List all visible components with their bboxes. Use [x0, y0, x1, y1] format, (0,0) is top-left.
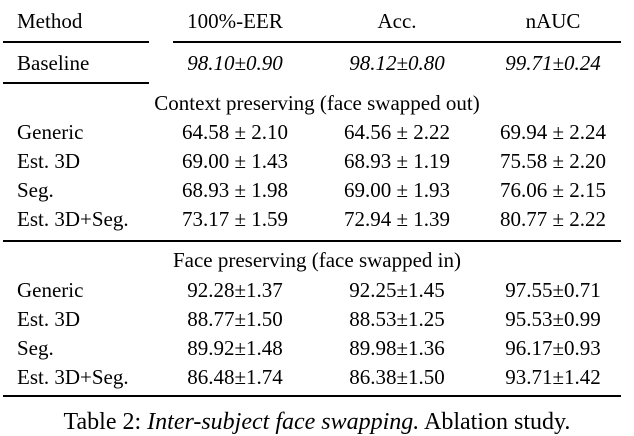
table-row-method: Seg. [17, 336, 54, 360]
table-row-nauc: 80.77 ± 2.22 [499, 207, 607, 231]
table-row-method: Est. 3D [17, 307, 80, 331]
baseline-acc: 98.12±0.80 [349, 51, 445, 75]
table-row-nauc: 93.71±1.42 [505, 365, 601, 389]
table-row-eer: 89.92±1.48 [187, 336, 283, 360]
table-row-method: Est. 3D [17, 149, 80, 173]
table-row-acc: 72.94 ± 1.39 [343, 207, 451, 231]
caption-prefix: Table 2: [63, 409, 148, 435]
table-row-nauc: 69.94 ± 2.24 [499, 120, 607, 144]
table-row-nauc: 95.53±0.99 [505, 307, 601, 331]
table-row-acc: 88.53±1.25 [349, 307, 445, 331]
table-row-method: Est. 3D+Seg. [17, 207, 129, 231]
baseline-eer: 98.10±0.90 [187, 51, 283, 75]
baseline-method: Baseline [17, 51, 90, 75]
bottom-rule [3, 395, 621, 397]
header-method: Method [17, 9, 83, 33]
table-row-method: Generic [17, 278, 84, 302]
baseline-nauc: 99.71±0.24 [505, 51, 601, 75]
header-eer: 100%-EER [187, 9, 283, 33]
table-row-eer: 69.00 ± 1.43 [181, 149, 289, 173]
table-row-acc: 89.98±1.36 [349, 336, 445, 360]
header-acc: Acc. [377, 9, 417, 33]
section-title-face: Face preserving (face swapped in) [172, 248, 462, 272]
header-rule-left [3, 41, 149, 43]
table-row-acc: 69.00 ± 1.93 [343, 178, 451, 202]
baseline-rule [3, 82, 149, 84]
table-row-acc: 86.38±1.50 [349, 365, 445, 389]
header-nauc: nAUC [525, 9, 581, 33]
table-row-acc: 92.25±1.45 [349, 278, 445, 302]
table-row-eer: 73.17 ± 1.59 [181, 207, 289, 231]
caption-suffix: Ablation study. [419, 409, 571, 435]
table-row-nauc: 75.58 ± 2.20 [499, 149, 607, 173]
table-caption: Table 2: Inter-subject face swapping. Ab… [0, 408, 634, 436]
section-rule [3, 240, 621, 242]
table-row-eer: 92.28±1.37 [187, 278, 283, 302]
table-row-acc: 68.93 ± 1.19 [343, 149, 451, 173]
caption-italic: Inter-subject face swapping. [147, 409, 420, 435]
table-row-acc: 64.56 ± 2.22 [343, 120, 451, 144]
table-row-eer: 64.58 ± 2.10 [181, 120, 289, 144]
table-row-eer: 88.77±1.50 [187, 307, 283, 331]
table-row-nauc: 76.06 ± 2.15 [499, 178, 607, 202]
table-row-method: Est. 3D+Seg. [17, 365, 129, 389]
table-row-eer: 68.93 ± 1.98 [181, 178, 289, 202]
table-row-nauc: 97.55±0.71 [505, 278, 601, 302]
header-rule-right [173, 41, 621, 43]
table-row-method: Seg. [17, 178, 54, 202]
table-row-eer: 86.48±1.74 [187, 365, 283, 389]
table-row-method: Generic [17, 120, 84, 144]
section-title-context: Context preserving (face swapped out) [154, 91, 480, 115]
table-row-nauc: 96.17±0.93 [505, 336, 601, 360]
